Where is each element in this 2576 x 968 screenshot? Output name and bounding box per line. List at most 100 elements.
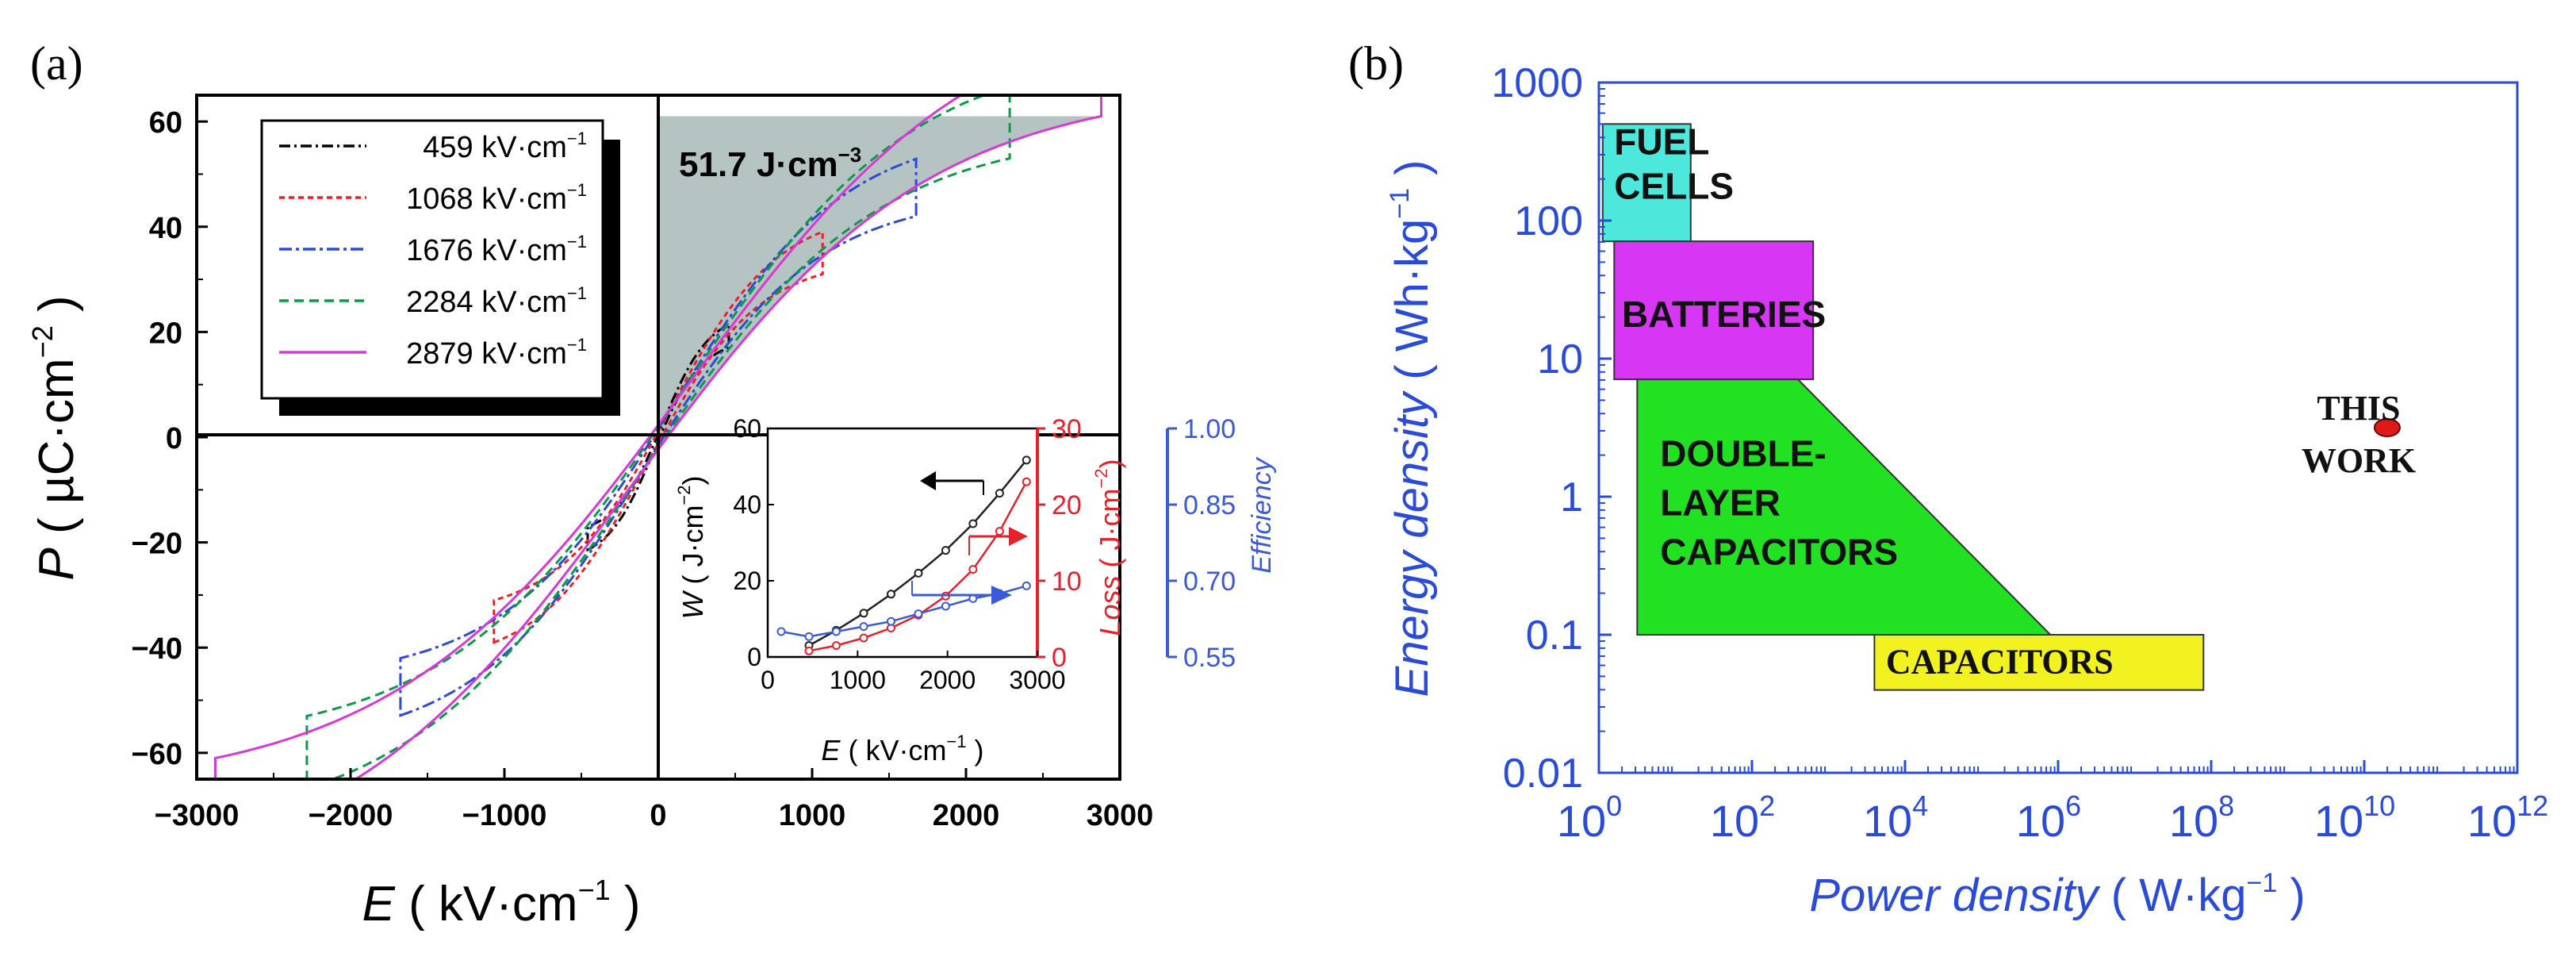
inset-point-efficiency bbox=[804, 632, 814, 641]
panel-a-label: (a) bbox=[30, 37, 83, 90]
inset-point-w bbox=[1022, 455, 1031, 465]
inset-arrow-loss-head bbox=[1009, 527, 1028, 546]
a-xtick-label: −2000 bbox=[309, 799, 393, 832]
b-x-axis-title: Power density ( W·kg−1 ) bbox=[1809, 868, 2305, 921]
b-ytick-label: 100 bbox=[1514, 198, 1583, 244]
a-xtick-label: 1000 bbox=[779, 799, 846, 832]
panel-b-label: (b) bbox=[1348, 37, 1404, 90]
inset-efficiency-title: Efficiency bbox=[1247, 456, 1277, 573]
a-ytick-label: 20 bbox=[149, 317, 182, 350]
b-xtick-base: 10 bbox=[1863, 796, 1912, 846]
a-xtick-label: −3000 bbox=[155, 799, 240, 832]
inset-xtick-label: 1000 bbox=[830, 666, 886, 694]
legend-label-text: 2284 kV·cm bbox=[406, 286, 567, 319]
inset-point-w bbox=[859, 609, 868, 618]
a-ytick-label: 40 bbox=[149, 212, 182, 245]
inset-point-loss bbox=[859, 633, 868, 643]
b-xtick-base: 10 bbox=[2314, 796, 2363, 846]
inset-arrow-w-head bbox=[920, 471, 936, 490]
legend-label-sup: −1 bbox=[567, 232, 587, 252]
inset-point-loss bbox=[995, 527, 1004, 536]
inset-ytick-mid-label: 20 bbox=[1052, 490, 1082, 520]
b-xtick-base: 10 bbox=[2467, 796, 2517, 846]
b-xtick-label: 102 bbox=[1710, 789, 1775, 846]
inset-x-title: E ( kV·cm−1 ) bbox=[821, 732, 983, 766]
b-xtick-label: 100 bbox=[1557, 789, 1622, 846]
inset-w-title: W ( J·cm−2) bbox=[674, 475, 709, 619]
inset-point-efficiency bbox=[914, 609, 923, 619]
b-xtick-exp: 4 bbox=[1912, 789, 1928, 822]
b-xtick-base: 10 bbox=[1557, 796, 1606, 846]
legend-label-4: 2879 kV·cm−1 bbox=[406, 335, 587, 371]
inset-ytick-left-label: 20 bbox=[733, 567, 761, 595]
inset-ytick-mid-label: 30 bbox=[1052, 414, 1082, 444]
inset-point-efficiency bbox=[831, 627, 841, 636]
b-xtick-exp: 6 bbox=[2065, 789, 2081, 822]
inset-point-w bbox=[968, 519, 978, 528]
inset-ytick-left-label: 0 bbox=[747, 643, 761, 671]
region-label-double-layer-capacitors: DOUBLE- bbox=[1660, 433, 1827, 474]
legend-label-text: 1068 kV·cm bbox=[406, 182, 567, 216]
inset-ytick-right-label: 0.85 bbox=[1183, 490, 1236, 520]
inset-point-efficiency bbox=[886, 617, 895, 626]
inset-point-w bbox=[995, 489, 1004, 498]
b-xtick-label: 1012 bbox=[2467, 789, 2548, 846]
b-ytick-label: 0.01 bbox=[1503, 751, 1583, 797]
b-ytick-label: 10 bbox=[1537, 336, 1583, 382]
a-xtick-label: 3000 bbox=[1087, 799, 1154, 832]
inset-ytick-mid-label: 10 bbox=[1052, 567, 1082, 597]
b-xtick-exp: 0 bbox=[1606, 789, 1622, 822]
inset-point-efficiency bbox=[1022, 581, 1031, 590]
inset-point-efficiency bbox=[776, 627, 786, 636]
loop-series-3 bbox=[305, 95, 1011, 779]
loop-series-2 bbox=[399, 157, 918, 717]
region-label-fuel-cells: FUEL bbox=[1614, 121, 1709, 162]
b-xtick-label: 1010 bbox=[2314, 789, 2395, 846]
inset-xtick-label: 2000 bbox=[919, 666, 976, 694]
region-label-fuel-cells: CELLS bbox=[1614, 165, 1734, 206]
region-batteries bbox=[1613, 240, 1815, 381]
inset-ytick-right-label: 0.70 bbox=[1183, 567, 1236, 597]
this-work-label: THIS bbox=[2317, 389, 2400, 428]
region-label-double-layer-capacitors: CAPACITORS bbox=[1660, 532, 1898, 573]
a-ytick-label: −60 bbox=[132, 738, 182, 771]
inset-ytick-right-label: 0.55 bbox=[1183, 643, 1236, 673]
inset-xtick-label: 0 bbox=[761, 666, 775, 694]
a-ticks: −3000 −2000 −1000 0 1000 2000 3000−60−40−20020… bbox=[132, 106, 1154, 832]
legend-label-text: 2879 kV·cm bbox=[406, 337, 567, 371]
b-ytick-label: 0.1 bbox=[1526, 613, 1583, 659]
a-y-axis-title: P ( µC·cm−2 ) bbox=[26, 295, 84, 580]
inset-loss-title: Loss ( J·cm−2) bbox=[1091, 459, 1126, 636]
b-xtick-exp: 8 bbox=[2218, 789, 2234, 822]
this-work-label: WORK bbox=[2302, 441, 2416, 480]
b-xtick-exp: 2 bbox=[1759, 789, 1775, 822]
region-label-double-layer-capacitors: LAYER bbox=[1660, 482, 1781, 524]
a-ytick-label: 0 bbox=[166, 422, 182, 455]
b-xtick-base: 10 bbox=[2016, 796, 2065, 846]
legend-label-sup: −1 bbox=[567, 283, 587, 303]
a-xtick-label: −1000 bbox=[462, 799, 547, 832]
legend-label-2: 1676 kV·cm−1 bbox=[406, 232, 587, 267]
inset-point-efficiency bbox=[941, 601, 950, 611]
legend-label-1: 1068 kV·cm−1 bbox=[406, 180, 587, 216]
inset-xtick-label: 3000 bbox=[1009, 666, 1065, 694]
loop-series-1 bbox=[493, 229, 824, 645]
this-work-marker bbox=[2373, 418, 2401, 437]
b-xtick-base: 10 bbox=[1710, 796, 1759, 846]
inset-ytick-right-label: 1.00 bbox=[1183, 414, 1236, 444]
inset-ytick-left-label: 40 bbox=[733, 490, 761, 519]
b-xtick-label: 104 bbox=[1863, 789, 1928, 846]
b-xtick-exp: 12 bbox=[2517, 789, 2548, 822]
inset-point-w bbox=[886, 590, 895, 599]
inset-point-efficiency bbox=[859, 622, 868, 632]
loop-series-4 bbox=[214, 95, 1102, 779]
b-xtick-exp: 10 bbox=[2363, 789, 2395, 822]
inset-point-loss bbox=[804, 646, 814, 655]
inset-point-w bbox=[941, 546, 950, 555]
inset-chart: 0 1000 2000 3000020406001020300.550.700.851… bbox=[674, 414, 1277, 766]
region-label-capacitors: CAPACITORS bbox=[1886, 643, 2114, 682]
legend-label-sup: −1 bbox=[567, 335, 587, 355]
